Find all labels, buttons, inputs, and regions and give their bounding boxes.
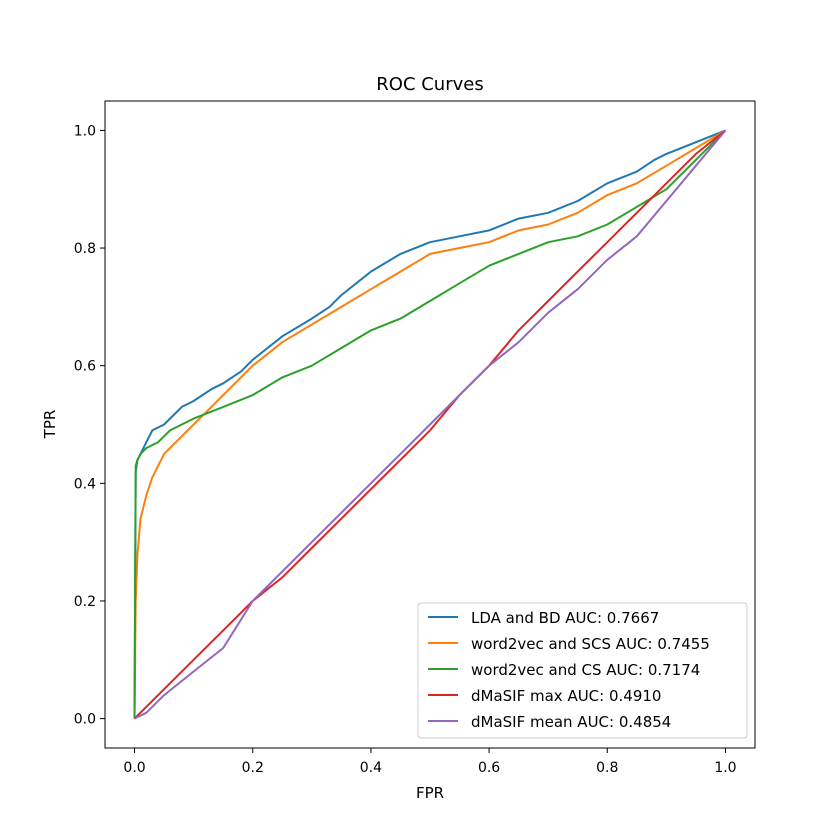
- y-tick-label: 0.4: [74, 476, 96, 492]
- y-tick-label: 0.6: [74, 359, 96, 375]
- x-tick-label: 0.4: [360, 760, 382, 776]
- series-layer: [133, 129, 727, 720]
- legend-label-5: dMaSIF mean AUC: 0.4854: [471, 713, 671, 731]
- plot-frame: [104, 100, 756, 749]
- x-tick-label: 1.0: [714, 760, 736, 776]
- legend-label-2: word2vec and SCS AUC: 0.7455: [471, 635, 710, 653]
- series-line-4: [133, 129, 727, 720]
- y-tick-label: 0.0: [74, 712, 96, 728]
- legend-label-1: LDA and BD AUC: 0.7667: [471, 609, 659, 627]
- legend-label-3: word2vec and CS AUC: 0.7174: [471, 661, 700, 679]
- series-line-1: [133, 129, 726, 719]
- x-tick-label: 0.8: [596, 760, 618, 776]
- y-axis: 0.0 0.2 0.4 0.6 0.8 1.0: [74, 123, 105, 728]
- y-tick-label: 0.8: [74, 241, 96, 257]
- series-line-2: [133, 129, 727, 719]
- chart-title: ROC Curves: [376, 74, 483, 95]
- x-tick-label: 0.6: [478, 760, 500, 776]
- x-axis: 0.0 0.2 0.4 0.6 0.8 1.0: [123, 748, 737, 776]
- x-tick-label: 0.0: [123, 760, 145, 776]
- y-tick-label: 1.0: [74, 123, 96, 139]
- series-line-5: [134, 129, 727, 720]
- legend-label-4: dMaSIF max AUC: 0.4910: [471, 687, 661, 705]
- y-tick-label: 0.2: [74, 594, 96, 610]
- x-axis-label: FPR: [416, 784, 444, 802]
- legend: LDA and BD AUC: 0.7667 word2vec and SCS A…: [417, 602, 748, 739]
- legend-box: [417, 602, 748, 739]
- x-tick-label: 0.2: [242, 760, 264, 776]
- y-axis-label: TPR: [41, 410, 59, 440]
- series-line-3: [133, 129, 727, 719]
